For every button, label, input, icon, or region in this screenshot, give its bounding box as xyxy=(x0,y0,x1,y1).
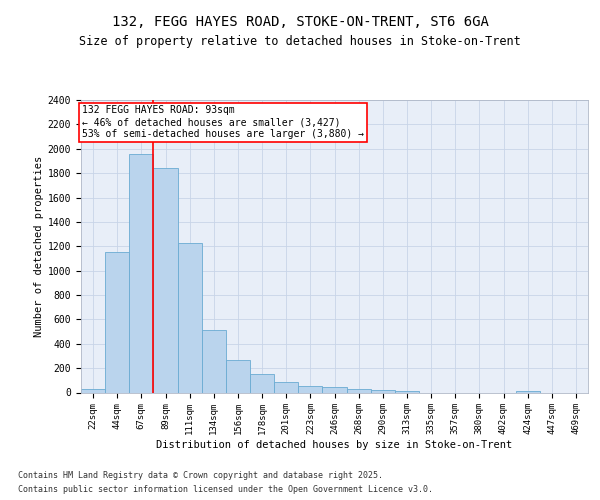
Bar xyxy=(371,390,395,392)
Bar xyxy=(347,389,371,392)
X-axis label: Distribution of detached houses by size in Stoke-on-Trent: Distribution of detached houses by size … xyxy=(157,440,512,450)
Text: Size of property relative to detached houses in Stoke-on-Trent: Size of property relative to detached ho… xyxy=(79,34,521,48)
Bar xyxy=(154,168,178,392)
Bar xyxy=(202,330,226,392)
Bar xyxy=(226,360,250,392)
Bar xyxy=(274,382,298,392)
Text: 132, FEGG HAYES ROAD, STOKE-ON-TRENT, ST6 6GA: 132, FEGG HAYES ROAD, STOKE-ON-TRENT, ST… xyxy=(112,16,488,30)
Bar xyxy=(298,386,322,392)
Bar xyxy=(322,388,347,392)
Bar xyxy=(129,154,154,392)
Text: Contains public sector information licensed under the Open Government Licence v3: Contains public sector information licen… xyxy=(18,484,433,494)
Bar xyxy=(250,374,274,392)
Bar xyxy=(81,389,105,392)
Bar xyxy=(515,391,540,392)
Text: 132 FEGG HAYES ROAD: 93sqm
← 46% of detached houses are smaller (3,427)
53% of s: 132 FEGG HAYES ROAD: 93sqm ← 46% of deta… xyxy=(82,106,364,138)
Bar xyxy=(395,390,419,392)
Y-axis label: Number of detached properties: Number of detached properties xyxy=(34,156,44,337)
Bar xyxy=(178,242,202,392)
Text: Contains HM Land Registry data © Crown copyright and database right 2025.: Contains HM Land Registry data © Crown c… xyxy=(18,472,383,480)
Bar xyxy=(105,252,129,392)
